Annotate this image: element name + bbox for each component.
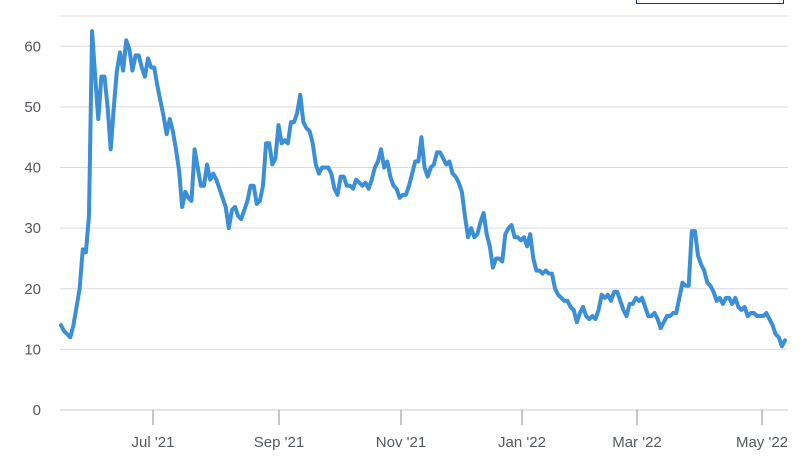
y-tick-label: 20	[24, 281, 41, 298]
x-tick-label: Jan '22	[498, 434, 546, 451]
x-tick-label: Mar '22	[612, 434, 662, 451]
legend-box	[636, 0, 784, 4]
y-tick-label: 50	[24, 99, 41, 116]
series-layer	[59, 29, 787, 349]
y-tick-label: 30	[24, 220, 41, 237]
series-line-0	[59, 29, 787, 349]
x-tick-label: Jul '21	[132, 434, 175, 451]
y-tick-label: 0	[33, 402, 41, 419]
y-tick-label: 10	[24, 341, 41, 358]
x-axis-ticks: Jul '21 Sep '21 Nov '21 Jan '22 Mar '22 May '…	[132, 410, 788, 451]
gridlines	[60, 15, 788, 411]
y-tick-label: 40	[24, 160, 41, 177]
y-axis-ticks: 0 10 20 30 40 50 60	[24, 38, 41, 419]
x-tick-label: May '22	[736, 434, 788, 451]
y-tick-label: 60	[24, 38, 41, 55]
x-tick-label: Nov '21	[376, 434, 426, 451]
x-tick-label: Sep '21	[254, 434, 304, 451]
